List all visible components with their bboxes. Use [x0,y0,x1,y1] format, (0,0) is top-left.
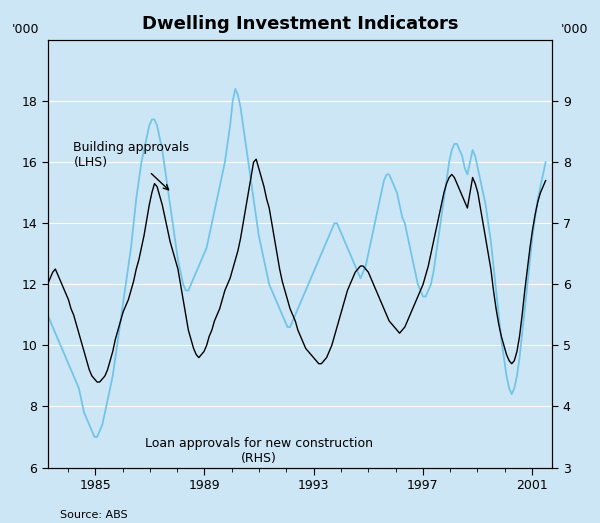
Text: Loan approvals for new construction
(RHS): Loan approvals for new construction (RHS… [145,437,373,465]
Title: Dwelling Investment Indicators: Dwelling Investment Indicators [142,15,458,33]
Text: Source: ABS: Source: ABS [60,510,128,520]
Text: '000: '000 [12,23,40,36]
Text: '000: '000 [560,23,588,36]
Text: Building approvals
(LHS): Building approvals (LHS) [73,141,190,190]
